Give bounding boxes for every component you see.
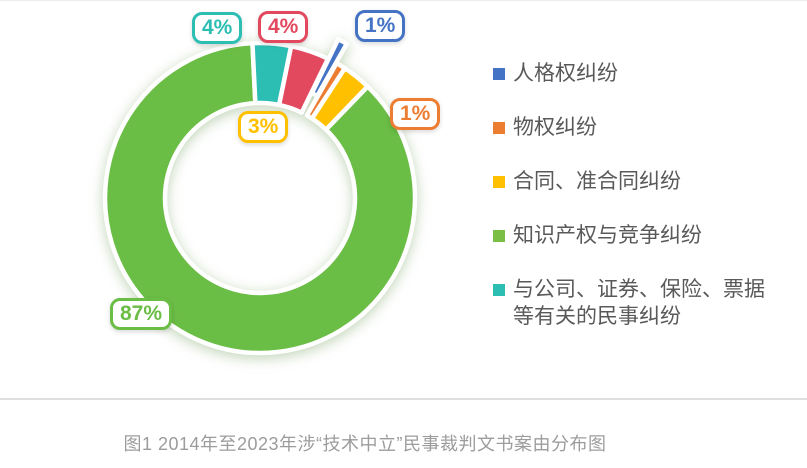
legend-marker-square xyxy=(493,230,505,242)
top-edge-line xyxy=(0,0,807,1)
legend-item-personality-rights: 人格权纠纷 xyxy=(493,60,795,87)
horizontal-divider xyxy=(0,398,807,400)
pie-slice-unlabeled-red xyxy=(276,43,331,115)
pie-slice-ip-competition xyxy=(102,40,418,356)
pct-label-ip-competition: 87% xyxy=(110,298,173,331)
legend-marker-square xyxy=(493,122,505,134)
legend-item-label: 物权纠纷 xyxy=(513,116,597,139)
legend-marker-square xyxy=(493,68,505,80)
legend-marker-square xyxy=(493,284,505,296)
legend-item-label: 知识产权与竞争纠纷 xyxy=(513,224,702,247)
pct-label-property-rights: 1% xyxy=(390,98,441,131)
legend-item-property-rights: 物权纠纷 xyxy=(493,114,795,141)
pct-label-contract: 3% xyxy=(238,111,289,144)
legend-item-label: 与公司、证券、保险、票据 等有关的民事纠纷 xyxy=(513,278,765,328)
pct-label-personality-rights: 1% xyxy=(355,10,406,43)
legend-item-label: 合同、准合同纠纷 xyxy=(513,170,681,193)
legend-item-ip-competition: 知识产权与竞争纠纷 xyxy=(493,222,795,249)
legend-item-company-securities: 与公司、证券、保险、票据 等有关的民事纠纷 xyxy=(493,276,795,330)
chart-legend: 人格权纠纷 物权纠纷 合同、准合同纠纷 知识产权与竞争纠纷 与公司、证券、保险、… xyxy=(493,60,795,357)
legend-marker-square xyxy=(493,176,505,188)
figure-caption: 图1 2014年至2023年涉“技术中立”民事裁判文书案由分布图 xyxy=(123,434,607,454)
legend-item-label: 人格权纠纷 xyxy=(513,62,618,85)
pie-slice-personality-rights xyxy=(309,36,350,99)
pct-label-company-securities: 4% xyxy=(192,12,243,45)
pct-label-unlabeled-red: 4% xyxy=(258,11,309,44)
legend-item-contract: 合同、准合同纠纷 xyxy=(493,168,795,195)
